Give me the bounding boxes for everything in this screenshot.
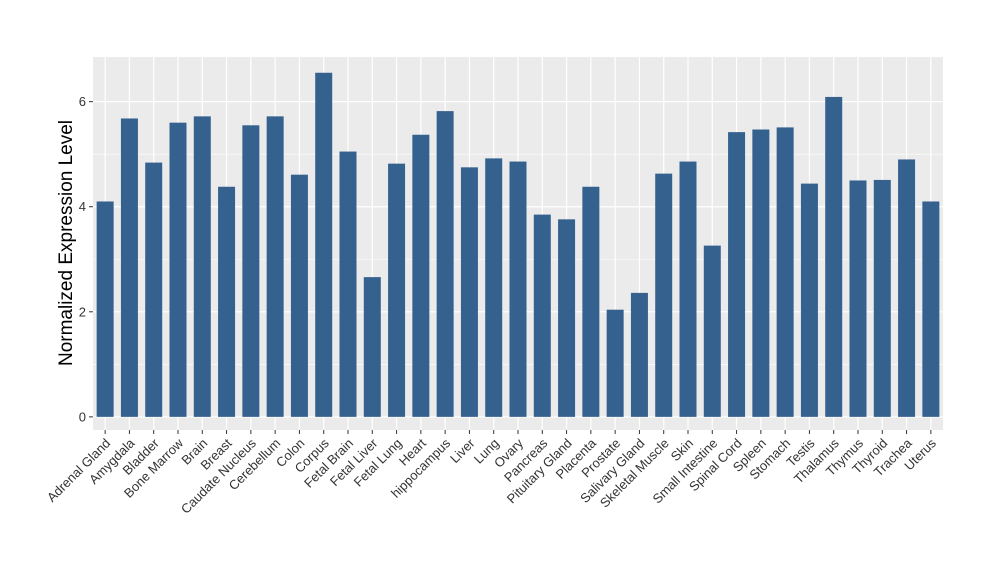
bar — [606, 309, 624, 417]
bar — [533, 214, 551, 417]
y-tick-label: 2 — [79, 304, 86, 319]
bar — [582, 186, 600, 417]
y-tick-label: 6 — [79, 94, 86, 109]
bar — [242, 125, 260, 417]
bar — [315, 72, 333, 417]
bar — [218, 186, 236, 417]
bar — [630, 292, 648, 417]
bar — [193, 116, 211, 417]
bar — [873, 179, 891, 417]
bar — [485, 158, 503, 417]
bar — [776, 127, 794, 417]
y-axis-title: Normalized Expression Level — [56, 120, 77, 366]
bar — [558, 219, 576, 417]
bars — [96, 72, 940, 417]
bar — [290, 174, 308, 417]
bar — [752, 129, 770, 417]
bar — [436, 111, 454, 417]
bar — [388, 163, 406, 417]
y-axis: 0 2 4 6 — [79, 94, 93, 424]
bar — [728, 132, 746, 417]
bar — [703, 245, 721, 417]
bar — [460, 167, 478, 417]
bar — [679, 161, 697, 417]
bar — [363, 277, 381, 417]
bar — [898, 159, 916, 417]
bar — [96, 201, 114, 417]
bar — [825, 96, 843, 417]
bar — [120, 118, 138, 417]
bar — [412, 134, 430, 417]
bar — [800, 183, 818, 417]
bar — [169, 122, 187, 417]
bar — [266, 116, 284, 417]
bar — [339, 151, 357, 417]
bar — [509, 161, 527, 417]
x-tick-label: Liver — [447, 435, 478, 466]
bar — [655, 173, 673, 417]
y-tick-label: 4 — [79, 199, 86, 214]
bar — [849, 180, 867, 417]
y-tick-label: 0 — [79, 409, 86, 424]
bar — [145, 162, 163, 417]
bar — [922, 201, 940, 417]
